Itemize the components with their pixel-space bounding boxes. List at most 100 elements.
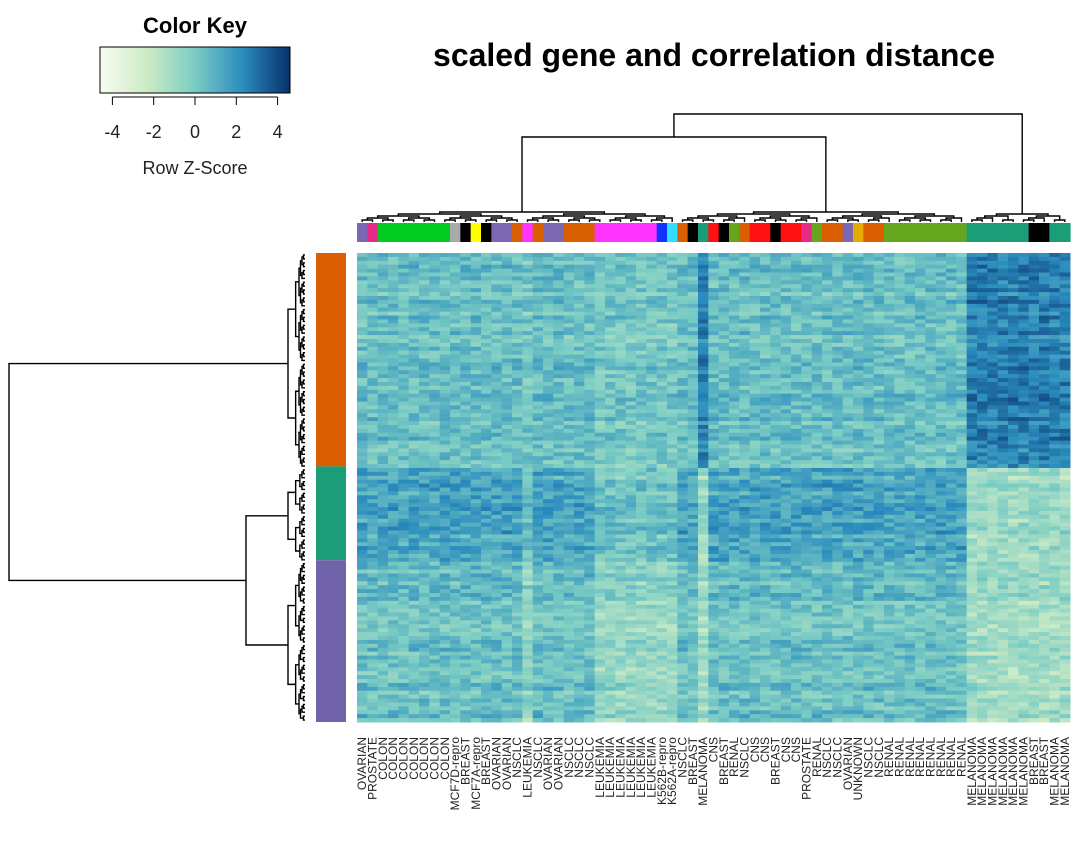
chart-title: scaled gene and correlation distance	[433, 37, 995, 73]
column-label: RENAL	[913, 737, 927, 777]
column-label: COLON	[438, 737, 452, 780]
column-label: OVARIAN	[541, 737, 555, 790]
column-label: BREAST	[1027, 736, 1041, 785]
column-label: NSCLC	[820, 737, 834, 778]
column-color-cell	[760, 223, 771, 242]
column-color-cell	[543, 223, 554, 242]
column-color-cell	[698, 223, 709, 242]
column-color-cell	[770, 223, 782, 242]
column-color-cell	[832, 223, 844, 242]
column-label: OVARIAN	[490, 737, 504, 790]
column-label: PROSTATE	[800, 737, 814, 800]
column-color-cell	[1059, 223, 1071, 242]
column-color-cell	[563, 223, 575, 242]
column-label: NSCLC	[531, 737, 545, 778]
column-color-cell	[729, 223, 740, 242]
column-color-cell	[470, 223, 482, 242]
column-label: CNS	[748, 737, 762, 762]
column-color-cell	[450, 223, 461, 242]
column-color-cell	[915, 223, 926, 242]
column-color-cell	[884, 223, 895, 242]
row-color-bar	[316, 253, 346, 722]
column-label: COLON	[428, 737, 442, 780]
column-color-cell	[801, 223, 813, 242]
column-label: RENAL	[903, 737, 917, 777]
column-label: UNKNOWN	[851, 737, 865, 800]
column-color-cell	[925, 223, 937, 242]
column-color-cell	[522, 223, 534, 242]
column-label: MELANOMA	[975, 737, 989, 806]
column-label: LEUKEMIA	[614, 737, 628, 798]
column-color-cell	[749, 223, 761, 242]
column-color-cell	[574, 223, 585, 242]
column-label: K562A-repro	[665, 737, 679, 805]
row-group-bar	[316, 253, 346, 467]
column-label: RENAL	[810, 737, 824, 777]
column-label: MELANOMA	[1048, 737, 1062, 806]
column-color-cell	[894, 223, 906, 242]
column-label: CNS	[779, 737, 793, 762]
column-color-cell	[987, 223, 999, 242]
column-color-cell	[708, 223, 720, 242]
column-color-cell	[791, 223, 802, 242]
column-color-cell	[997, 223, 1009, 242]
column-label: MELANOMA	[986, 737, 1000, 806]
color-key-gradient	[99, 46, 291, 94]
column-color-cell	[718, 223, 730, 242]
column-label: LEUKEMIA	[593, 737, 607, 798]
column-label: RENAL	[924, 737, 938, 777]
column-color-cell	[512, 223, 523, 242]
column-label: RENAL	[955, 737, 969, 777]
column-label: MELANOMA	[1017, 737, 1031, 806]
column-color-cell	[873, 223, 885, 242]
column-color-cell	[667, 223, 678, 242]
column-label: COLON	[407, 737, 421, 780]
column-label: LEUKEMIA	[603, 737, 617, 798]
column-label: OVARIAN	[355, 737, 369, 790]
row-group-bar	[316, 466, 346, 561]
column-label: MCF7D-repro	[448, 737, 462, 811]
column-color-cell	[501, 223, 513, 242]
column-color-cell	[532, 223, 544, 242]
column-color-cell	[398, 223, 410, 242]
column-color-cell	[481, 223, 492, 242]
column-label: LEUKEMIA	[634, 737, 648, 798]
column-color-cell	[863, 223, 875, 242]
column-label: NSCLC	[831, 737, 845, 778]
column-color-cell	[605, 223, 616, 242]
column-color-cell	[687, 223, 699, 242]
color-key-xlabel: Row Z-Score	[142, 158, 247, 178]
column-color-bar	[357, 223, 1071, 242]
column-color-cell	[946, 223, 957, 242]
column-label: COLON	[417, 737, 431, 780]
column-label: NSCLC	[862, 737, 876, 778]
column-color-cell	[1018, 223, 1030, 242]
column-label: OVARIAN	[500, 737, 514, 790]
column-color-cell	[429, 223, 441, 242]
column-label: RENAL	[727, 737, 741, 777]
column-label: MELANOMA	[965, 737, 979, 806]
column-label: NSCLC	[583, 737, 597, 778]
column-color-cell	[1008, 223, 1019, 242]
column-label: NSCLC	[738, 737, 752, 778]
row-dendrogram	[8, 254, 305, 721]
column-label: BREAST	[1037, 736, 1051, 785]
column-color-cell	[460, 223, 472, 242]
column-color-cell	[594, 223, 606, 242]
column-color-cell	[1028, 223, 1040, 242]
column-color-cell	[842, 223, 854, 242]
color-key-tick-label: -2	[146, 122, 162, 142]
heatmap-cells	[357, 253, 1071, 723]
column-color-cell	[615, 223, 627, 242]
column-label: OVARIAN	[552, 737, 566, 790]
color-key-tick-label: 0	[190, 122, 200, 142]
color-key-tick-label: 2	[231, 122, 241, 142]
column-label: LEUKEMIA	[521, 737, 535, 798]
column-label: MELANOMA	[1058, 737, 1072, 806]
column-label: NSCLC	[510, 737, 524, 778]
column-color-cell	[646, 223, 658, 242]
column-label: CNS	[758, 737, 772, 762]
column-label: COLON	[386, 737, 400, 780]
column-label: COLON	[397, 737, 411, 780]
